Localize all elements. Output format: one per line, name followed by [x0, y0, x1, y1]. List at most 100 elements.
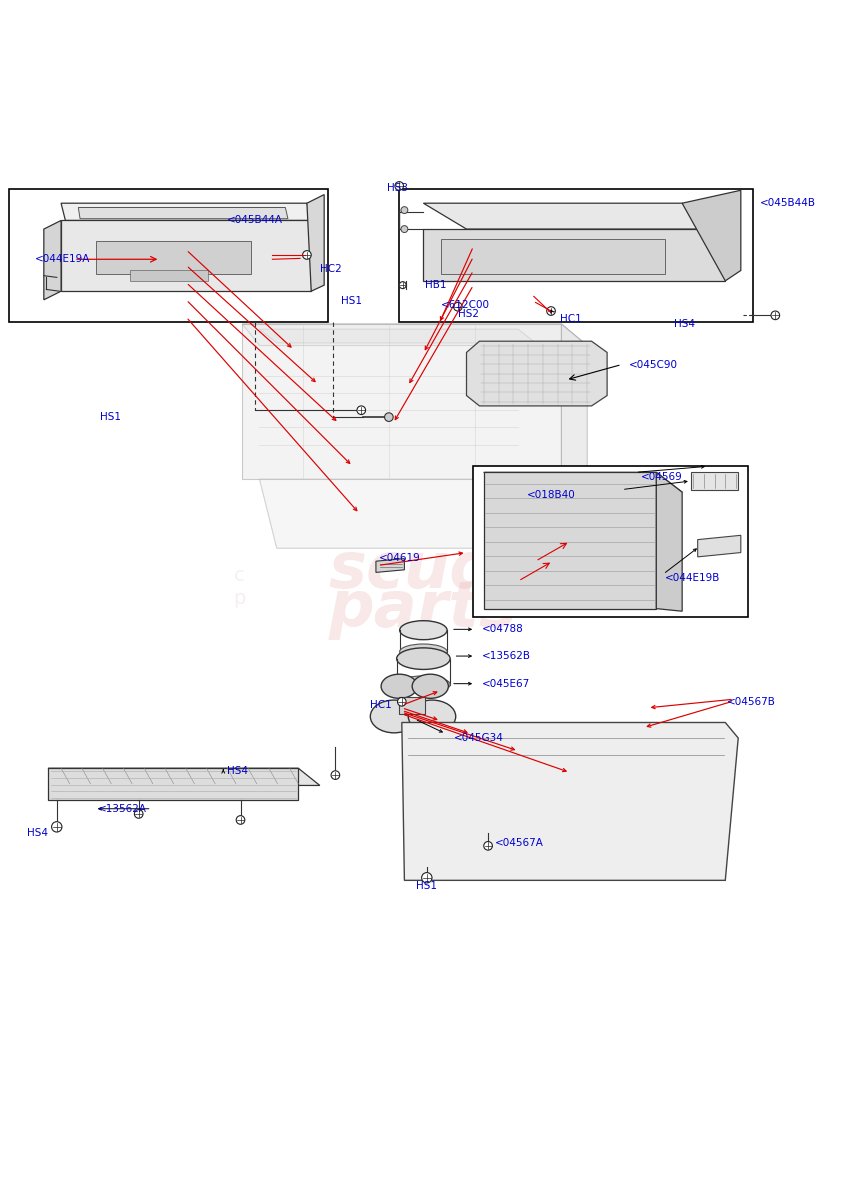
Text: parts: parts [328, 577, 518, 640]
Text: scuderia: scuderia [328, 539, 636, 601]
Polygon shape [79, 208, 288, 218]
Circle shape [395, 181, 403, 191]
Bar [10, 188, 328, 323]
Bar [631, 578, 639, 587]
Bar [639, 570, 648, 578]
Bar [639, 595, 648, 605]
Bar [639, 578, 648, 587]
Circle shape [302, 251, 311, 259]
Ellipse shape [397, 676, 450, 694]
Circle shape [331, 770, 340, 780]
Ellipse shape [400, 644, 447, 660]
Text: <13562A: <13562A [98, 804, 147, 814]
Bar [399, 188, 753, 323]
Polygon shape [44, 221, 61, 300]
Circle shape [401, 226, 408, 233]
Bar [665, 570, 674, 578]
Polygon shape [657, 473, 683, 611]
Bar [622, 587, 631, 595]
Polygon shape [691, 473, 738, 490]
Text: <045E67: <045E67 [482, 679, 530, 689]
Text: <04569: <04569 [641, 472, 683, 481]
Text: <045G34: <045G34 [454, 733, 504, 743]
Polygon shape [61, 221, 311, 292]
Text: <13562B: <13562B [482, 652, 531, 661]
Polygon shape [698, 535, 740, 557]
Text: <04567B: <04567B [727, 697, 776, 707]
Bar [665, 595, 674, 605]
Text: HS1: HS1 [416, 881, 437, 892]
Polygon shape [61, 203, 311, 221]
Text: HS3: HS3 [387, 182, 408, 193]
Polygon shape [48, 768, 298, 800]
Circle shape [397, 697, 406, 706]
Text: <04619: <04619 [378, 553, 420, 563]
Text: <612C00: <612C00 [441, 300, 490, 310]
Bar [631, 570, 639, 578]
Polygon shape [399, 697, 425, 714]
Circle shape [454, 302, 462, 311]
Polygon shape [48, 768, 320, 786]
Text: HS1: HS1 [100, 412, 121, 422]
Polygon shape [402, 722, 738, 881]
Bar [657, 587, 665, 595]
Bar [648, 595, 657, 605]
Bar [622, 595, 631, 605]
Circle shape [384, 413, 393, 421]
Polygon shape [562, 324, 588, 500]
Polygon shape [423, 203, 725, 229]
Circle shape [771, 311, 779, 319]
Ellipse shape [381, 674, 417, 698]
Bar [648, 578, 657, 587]
Polygon shape [307, 194, 324, 292]
Bar [648, 587, 657, 595]
Text: HS1: HS1 [341, 295, 362, 306]
Bar [96, 241, 251, 274]
Bar [473, 467, 747, 617]
Polygon shape [484, 473, 683, 492]
Polygon shape [423, 229, 725, 281]
Circle shape [484, 841, 492, 850]
Polygon shape [376, 558, 404, 572]
Text: <045B44B: <045B44B [759, 198, 816, 208]
Text: HC1: HC1 [370, 701, 391, 710]
Bar [648, 562, 657, 570]
Bar [622, 578, 631, 587]
Bar [657, 562, 665, 570]
Circle shape [422, 872, 432, 883]
Bar [441, 240, 665, 274]
Bar [622, 570, 631, 578]
Polygon shape [484, 473, 657, 608]
Text: HC1: HC1 [560, 313, 581, 324]
Bar [631, 562, 639, 570]
Circle shape [236, 816, 245, 824]
Polygon shape [242, 324, 562, 479]
Bar [665, 562, 674, 570]
Text: HC2: HC2 [320, 264, 341, 274]
Text: <045B44A: <045B44A [227, 216, 283, 226]
Circle shape [399, 282, 406, 288]
Text: HB1: HB1 [425, 280, 447, 290]
Ellipse shape [371, 700, 418, 733]
Text: HS2: HS2 [458, 308, 479, 319]
Text: HS4: HS4 [674, 319, 695, 329]
Text: <018B40: <018B40 [527, 490, 575, 499]
Bar [130, 270, 207, 281]
Bar [639, 562, 648, 570]
Bar [639, 587, 648, 595]
Polygon shape [683, 191, 740, 281]
Bar [631, 587, 639, 595]
Text: c: c [233, 566, 245, 586]
Bar [657, 578, 665, 587]
Circle shape [401, 206, 408, 214]
Text: <04788: <04788 [482, 624, 524, 635]
Bar [648, 570, 657, 578]
Ellipse shape [409, 700, 455, 733]
Text: <044E19A: <044E19A [35, 254, 91, 264]
Polygon shape [259, 329, 536, 343]
Ellipse shape [397, 648, 450, 670]
Text: <044E19B: <044E19B [665, 574, 721, 583]
Text: HS4: HS4 [226, 766, 248, 775]
Circle shape [135, 810, 143, 818]
Polygon shape [242, 324, 588, 346]
